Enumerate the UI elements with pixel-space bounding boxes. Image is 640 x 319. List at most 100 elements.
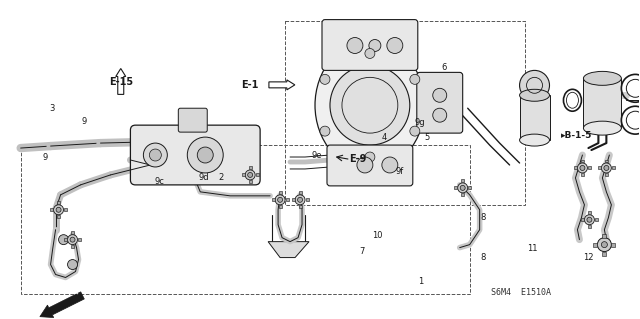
Circle shape: [143, 143, 167, 167]
Circle shape: [357, 157, 373, 173]
Text: 8: 8: [481, 213, 486, 222]
Circle shape: [330, 65, 410, 145]
Bar: [612, 167, 615, 169]
Text: 4: 4: [381, 133, 387, 142]
FancyArrow shape: [269, 80, 295, 90]
Bar: [285, 198, 289, 201]
Circle shape: [68, 260, 77, 270]
FancyBboxPatch shape: [131, 125, 260, 185]
Bar: [520, 95, 550, 140]
Bar: [57, 201, 60, 204]
Bar: [285, 21, 525, 205]
Bar: [255, 174, 259, 176]
Text: 11: 11: [527, 244, 537, 253]
Ellipse shape: [315, 41, 425, 170]
Bar: [249, 181, 252, 183]
Text: 2: 2: [218, 174, 223, 182]
Circle shape: [410, 74, 420, 84]
Bar: [271, 198, 275, 201]
Circle shape: [296, 196, 304, 204]
Text: 1: 1: [419, 277, 424, 286]
Bar: [588, 167, 591, 169]
Text: 8: 8: [481, 254, 486, 263]
Bar: [611, 243, 615, 247]
Circle shape: [369, 40, 381, 51]
Circle shape: [295, 195, 305, 205]
Bar: [71, 231, 74, 234]
FancyBboxPatch shape: [322, 19, 418, 70]
Polygon shape: [268, 241, 309, 257]
Circle shape: [298, 197, 303, 202]
Bar: [242, 174, 244, 176]
Bar: [602, 252, 606, 256]
Bar: [574, 167, 577, 169]
Circle shape: [387, 38, 403, 54]
Ellipse shape: [566, 92, 579, 108]
Circle shape: [577, 163, 588, 173]
Bar: [588, 211, 591, 214]
Text: 12: 12: [583, 253, 593, 262]
Bar: [581, 218, 584, 221]
Circle shape: [382, 157, 398, 173]
Bar: [292, 198, 294, 201]
Circle shape: [54, 205, 63, 215]
Circle shape: [602, 241, 607, 248]
Bar: [581, 174, 584, 176]
Bar: [598, 167, 601, 169]
Circle shape: [188, 137, 223, 173]
Bar: [64, 208, 67, 211]
Circle shape: [278, 197, 283, 202]
Bar: [64, 238, 67, 241]
Text: 9: 9: [81, 117, 86, 126]
Circle shape: [365, 152, 375, 162]
Text: 9g: 9g: [414, 117, 425, 127]
Circle shape: [347, 38, 363, 54]
Circle shape: [520, 70, 550, 100]
Bar: [78, 238, 81, 241]
Circle shape: [584, 215, 595, 225]
Bar: [605, 174, 608, 176]
Circle shape: [602, 163, 611, 173]
Circle shape: [597, 238, 611, 252]
Circle shape: [59, 235, 68, 245]
Ellipse shape: [520, 89, 550, 101]
Circle shape: [70, 237, 75, 242]
Circle shape: [410, 126, 420, 136]
Text: 9f: 9f: [395, 167, 403, 176]
Bar: [602, 234, 606, 238]
Bar: [595, 218, 598, 221]
Circle shape: [627, 79, 640, 97]
Bar: [278, 205, 282, 208]
Circle shape: [149, 149, 161, 161]
Circle shape: [56, 207, 61, 212]
Text: E-9: E-9: [349, 154, 366, 165]
Circle shape: [245, 170, 255, 180]
Circle shape: [276, 196, 284, 204]
Circle shape: [580, 166, 585, 170]
Text: E-1: E-1: [241, 80, 259, 90]
Ellipse shape: [584, 71, 621, 85]
Text: 6: 6: [442, 63, 447, 72]
Circle shape: [365, 48, 375, 58]
Circle shape: [197, 147, 213, 163]
Bar: [454, 186, 457, 189]
Bar: [57, 215, 60, 218]
Ellipse shape: [520, 134, 550, 146]
Bar: [71, 245, 74, 248]
Circle shape: [320, 126, 330, 136]
FancyArrow shape: [116, 69, 125, 94]
Circle shape: [248, 173, 253, 177]
Bar: [605, 160, 608, 162]
Bar: [305, 198, 308, 201]
FancyBboxPatch shape: [179, 108, 207, 132]
Bar: [298, 191, 301, 194]
Bar: [468, 186, 471, 189]
Text: 9d: 9d: [198, 174, 209, 182]
Text: 9: 9: [43, 153, 48, 162]
Bar: [278, 191, 282, 194]
Bar: [461, 193, 464, 196]
Bar: [50, 208, 53, 211]
Circle shape: [458, 183, 468, 193]
Text: 9e: 9e: [312, 151, 322, 160]
Bar: [581, 160, 584, 162]
